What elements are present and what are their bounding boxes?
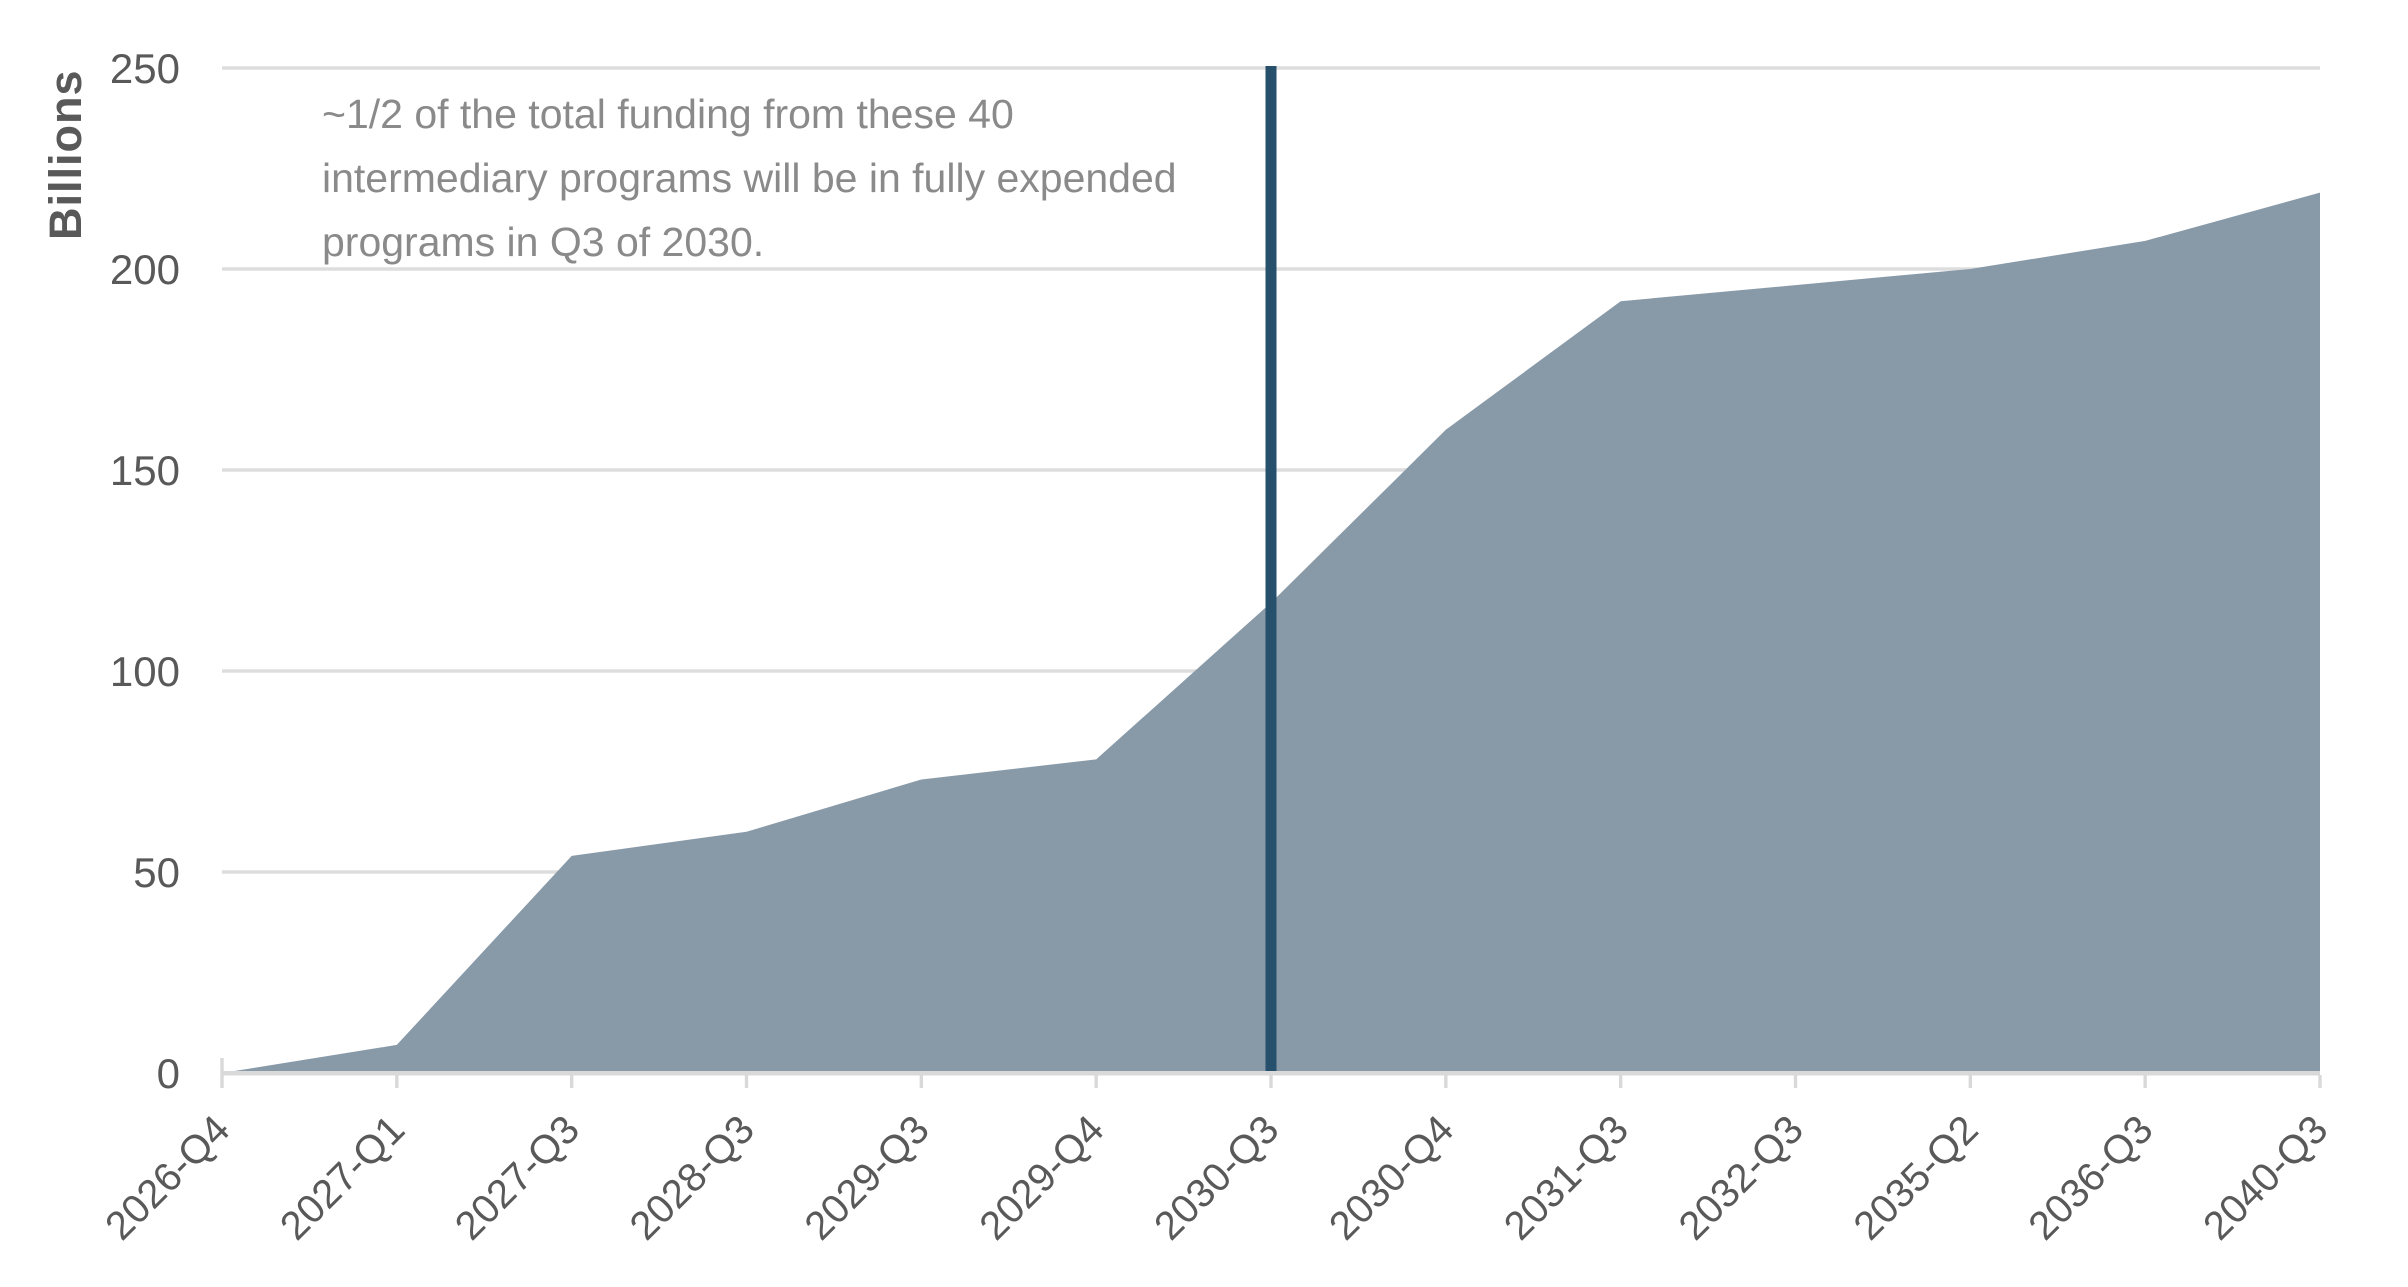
y-tick-label: 50 xyxy=(133,849,180,896)
x-tick-label: 2027-Q1 xyxy=(272,1107,413,1248)
x-tick-label: 2032-Q3 xyxy=(1671,1107,1812,1248)
annotation-line: intermediary programs will be in fully e… xyxy=(322,155,1177,201)
x-tick-label: 2026-Q4 xyxy=(97,1107,238,1248)
x-axis-tick xyxy=(1968,1075,1973,1088)
x-axis-tick xyxy=(1444,1075,1448,1088)
x-tick-label: 2031-Q3 xyxy=(1496,1107,1637,1248)
chart-annotation: ~1/2 of the total funding from these 40 … xyxy=(322,82,1177,274)
x-tick-label: 2028-Q3 xyxy=(622,1107,763,1248)
annotation-line: programs in Q3 of 2030. xyxy=(322,219,765,265)
y-tick-label: 0 xyxy=(157,1050,180,1097)
annotation-line: ~1/2 of the total funding from these 40 xyxy=(322,91,1014,137)
x-axis-tick xyxy=(569,1075,574,1088)
x-axis-tick xyxy=(919,1075,924,1088)
y-tick-labels: 0 50 100 150 200 250 xyxy=(110,45,180,1097)
x-axis-tick xyxy=(395,1075,399,1088)
reference-line-group xyxy=(1265,66,1277,1073)
y-tick-label: 250 xyxy=(110,45,180,92)
x-axis xyxy=(220,1058,2322,1088)
x-tick-label: 2027-Q3 xyxy=(447,1107,588,1248)
x-tick-label: 2029-Q4 xyxy=(971,1107,1112,1248)
x-axis-tick xyxy=(744,1075,749,1088)
x-axis-tick xyxy=(1269,1075,1273,1088)
y-axis-title: Billions xyxy=(40,69,91,240)
x-tick-label: 2029-Q3 xyxy=(797,1107,938,1248)
x-tick-label: 2040-Q3 xyxy=(2195,1107,2336,1248)
y-tick-label: 150 xyxy=(110,447,180,494)
x-axis-tick xyxy=(1618,1075,1623,1088)
x-tick-label: 2030-Q4 xyxy=(1321,1107,1462,1248)
x-axis-tick xyxy=(1094,1075,1098,1088)
x-tick-label: 2036-Q3 xyxy=(2020,1107,2161,1248)
y-tick-label: 200 xyxy=(110,246,180,293)
x-tick-label: 2030-Q3 xyxy=(1146,1107,1287,1248)
y-tick-label: 100 xyxy=(110,648,180,695)
x-axis-tick xyxy=(1793,1075,1798,1088)
x-tick-label: 2035-Q2 xyxy=(1846,1107,1987,1248)
x-axis-line xyxy=(222,1071,2320,1076)
x-axis-tick xyxy=(2318,1075,2322,1088)
x-axis-tick xyxy=(220,1058,224,1088)
x-tick-labels: 2026-Q4 2027-Q1 2027-Q3 2028-Q3 2029-Q3 2029-… xyxy=(97,1107,2336,1248)
x-axis-tick xyxy=(2143,1075,2147,1088)
reference-line-2030-q3 xyxy=(1265,66,1277,1073)
